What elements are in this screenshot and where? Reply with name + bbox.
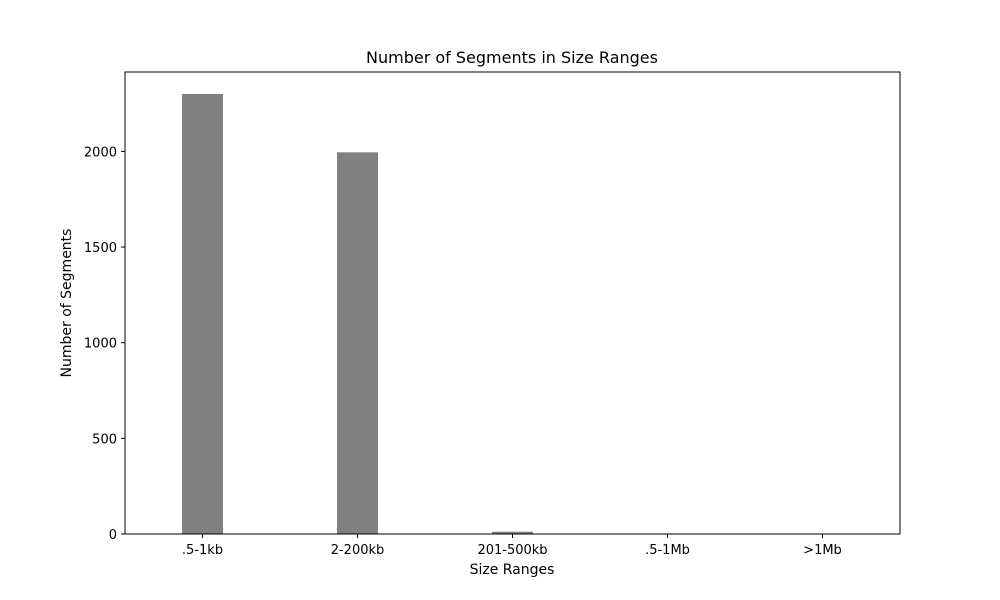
x-tick-label-0: .5-1kb (182, 543, 223, 558)
bar-2 (492, 531, 533, 534)
plot-frame (124, 71, 901, 535)
y-axis-ticks: 0 500 1000 1500 2000 (84, 145, 125, 543)
y-tick-label-0: 0 (109, 528, 117, 543)
x-tick-label-3: .5-1Mb (645, 543, 690, 558)
y-tick-label-3: 1500 (84, 241, 117, 256)
x-axis-ticks: .5-1kb 2-200kb 201-500kb .5-1Mb >1Mb (182, 534, 842, 558)
x-tick-label-2: 201-500kb (477, 543, 547, 558)
chart-title: Number of Segments in Size Ranges (366, 48, 658, 67)
x-axis-label: Size Ranges (470, 562, 555, 578)
x-tick-label-1: 2-200kb (331, 543, 385, 558)
y-tick-label-1: 500 (92, 432, 117, 447)
x-tick-label-4: >1Mb (803, 543, 842, 558)
bars-group (182, 94, 533, 534)
bar-0 (182, 94, 223, 534)
y-tick-label-4: 2000 (84, 145, 117, 160)
y-tick-label-2: 1000 (84, 337, 117, 352)
bar-1 (337, 152, 378, 534)
y-axis-label: Number of Segments (59, 229, 75, 378)
